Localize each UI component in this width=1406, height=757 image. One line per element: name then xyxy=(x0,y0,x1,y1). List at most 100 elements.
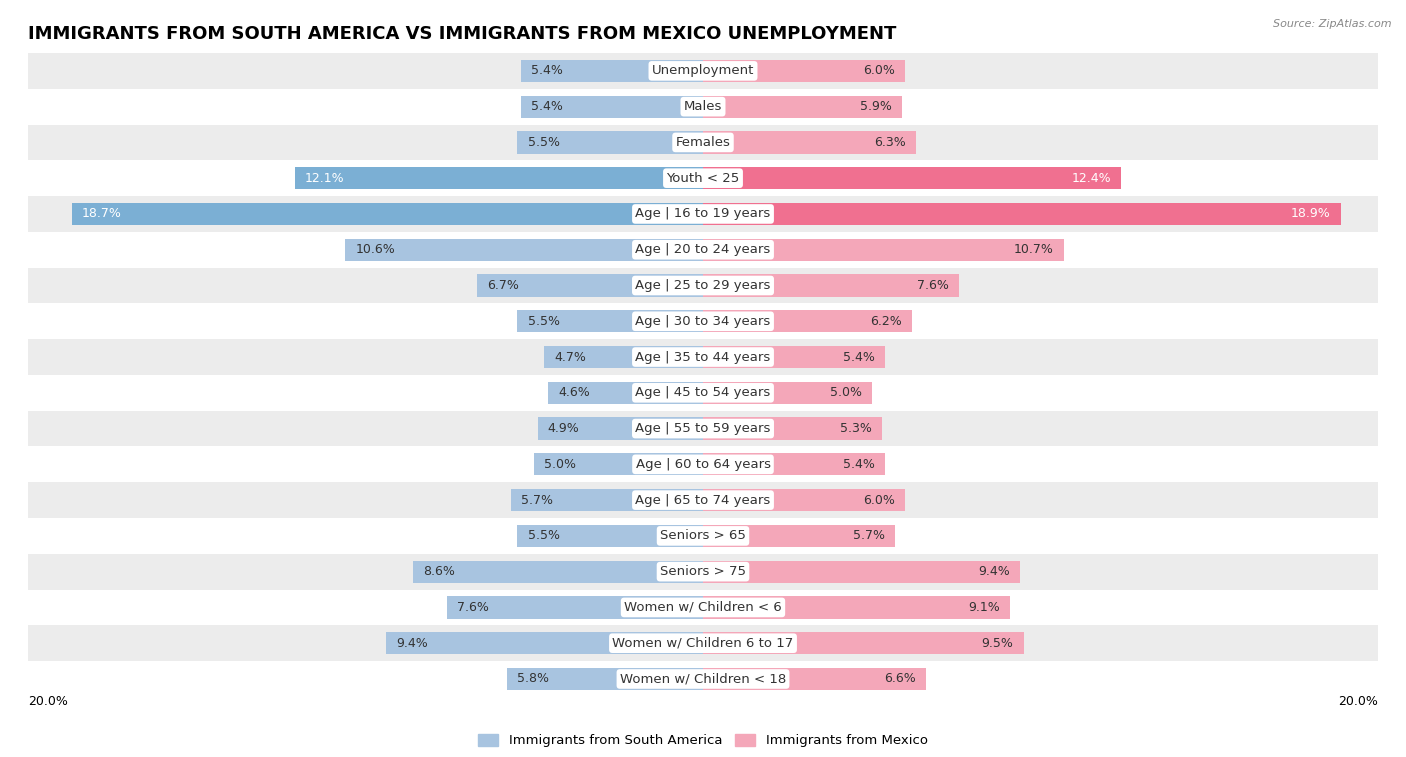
Bar xyxy=(703,382,872,404)
Bar xyxy=(28,125,1378,160)
Bar xyxy=(28,518,1378,554)
Bar xyxy=(28,304,1378,339)
Bar xyxy=(703,489,905,511)
Text: Age | 20 to 24 years: Age | 20 to 24 years xyxy=(636,243,770,256)
Bar xyxy=(510,489,703,511)
Text: 5.4%: 5.4% xyxy=(531,100,562,113)
Bar xyxy=(28,590,1378,625)
Text: 5.4%: 5.4% xyxy=(844,458,875,471)
Text: 9.4%: 9.4% xyxy=(979,565,1010,578)
Text: 7.6%: 7.6% xyxy=(918,279,949,292)
Bar xyxy=(28,89,1378,125)
Bar xyxy=(703,418,882,440)
Bar xyxy=(28,447,1378,482)
Text: 5.7%: 5.7% xyxy=(520,494,553,506)
Text: 6.3%: 6.3% xyxy=(873,136,905,149)
Bar xyxy=(703,525,896,547)
Bar xyxy=(703,60,905,82)
Text: Unemployment: Unemployment xyxy=(652,64,754,77)
Legend: Immigrants from South America, Immigrants from Mexico: Immigrants from South America, Immigrant… xyxy=(472,729,934,752)
Text: 4.6%: 4.6% xyxy=(558,386,589,399)
Text: 5.4%: 5.4% xyxy=(531,64,562,77)
Text: 6.0%: 6.0% xyxy=(863,494,896,506)
Text: 18.9%: 18.9% xyxy=(1291,207,1330,220)
Text: 5.7%: 5.7% xyxy=(853,529,886,542)
Text: Age | 55 to 59 years: Age | 55 to 59 years xyxy=(636,422,770,435)
Bar xyxy=(346,238,703,261)
Bar xyxy=(703,238,1064,261)
Bar xyxy=(477,274,703,297)
Bar xyxy=(28,375,1378,411)
Text: 18.7%: 18.7% xyxy=(82,207,122,220)
Bar xyxy=(28,411,1378,447)
Bar xyxy=(517,525,703,547)
Bar xyxy=(520,95,703,118)
Bar xyxy=(517,131,703,154)
Text: Age | 35 to 44 years: Age | 35 to 44 years xyxy=(636,350,770,363)
Text: 5.5%: 5.5% xyxy=(527,315,560,328)
Text: Males: Males xyxy=(683,100,723,113)
Bar xyxy=(703,668,925,690)
Text: 5.3%: 5.3% xyxy=(839,422,872,435)
Text: Age | 60 to 64 years: Age | 60 to 64 years xyxy=(636,458,770,471)
Text: 20.0%: 20.0% xyxy=(28,695,67,708)
Text: Women w/ Children < 18: Women w/ Children < 18 xyxy=(620,672,786,686)
Text: 5.8%: 5.8% xyxy=(517,672,550,686)
Text: 5.9%: 5.9% xyxy=(860,100,891,113)
Bar xyxy=(28,160,1378,196)
Text: 4.9%: 4.9% xyxy=(548,422,579,435)
Text: 6.2%: 6.2% xyxy=(870,315,903,328)
Text: Age | 25 to 29 years: Age | 25 to 29 years xyxy=(636,279,770,292)
Bar xyxy=(537,418,703,440)
Bar xyxy=(28,268,1378,304)
Bar xyxy=(413,561,703,583)
Bar xyxy=(703,561,1021,583)
Text: 5.0%: 5.0% xyxy=(830,386,862,399)
Text: Youth < 25: Youth < 25 xyxy=(666,172,740,185)
Bar xyxy=(28,482,1378,518)
Bar xyxy=(703,131,915,154)
Bar xyxy=(447,597,703,618)
Bar xyxy=(520,60,703,82)
Bar xyxy=(703,310,912,332)
Text: 12.4%: 12.4% xyxy=(1071,172,1111,185)
Text: Age | 45 to 54 years: Age | 45 to 54 years xyxy=(636,386,770,399)
Text: Seniors > 65: Seniors > 65 xyxy=(659,529,747,542)
Bar xyxy=(534,453,703,475)
Bar xyxy=(28,661,1378,697)
Text: 9.5%: 9.5% xyxy=(981,637,1014,650)
Text: Women w/ Children 6 to 17: Women w/ Children 6 to 17 xyxy=(613,637,793,650)
Text: Age | 16 to 19 years: Age | 16 to 19 years xyxy=(636,207,770,220)
Bar xyxy=(703,274,959,297)
Text: 10.6%: 10.6% xyxy=(356,243,395,256)
Bar xyxy=(28,339,1378,375)
Bar xyxy=(517,310,703,332)
Text: 5.0%: 5.0% xyxy=(544,458,576,471)
Bar xyxy=(28,232,1378,268)
Text: Women w/ Children < 6: Women w/ Children < 6 xyxy=(624,601,782,614)
Text: 6.6%: 6.6% xyxy=(884,672,915,686)
Text: 8.6%: 8.6% xyxy=(423,565,454,578)
Bar xyxy=(72,203,703,225)
Bar xyxy=(28,554,1378,590)
Text: IMMIGRANTS FROM SOUTH AMERICA VS IMMIGRANTS FROM MEXICO UNEMPLOYMENT: IMMIGRANTS FROM SOUTH AMERICA VS IMMIGRA… xyxy=(28,25,897,43)
Bar xyxy=(385,632,703,654)
Text: 20.0%: 20.0% xyxy=(1339,695,1378,708)
Bar xyxy=(703,167,1122,189)
Text: Source: ZipAtlas.com: Source: ZipAtlas.com xyxy=(1274,19,1392,29)
Text: 5.5%: 5.5% xyxy=(527,136,560,149)
Bar xyxy=(703,453,886,475)
Bar xyxy=(28,196,1378,232)
Text: Seniors > 75: Seniors > 75 xyxy=(659,565,747,578)
Text: 4.7%: 4.7% xyxy=(554,350,586,363)
Bar xyxy=(295,167,703,189)
Text: 9.1%: 9.1% xyxy=(969,601,1000,614)
Text: Age | 65 to 74 years: Age | 65 to 74 years xyxy=(636,494,770,506)
Bar xyxy=(703,203,1341,225)
Bar xyxy=(703,95,903,118)
Bar xyxy=(28,53,1378,89)
Text: 10.7%: 10.7% xyxy=(1014,243,1054,256)
Bar xyxy=(508,668,703,690)
Text: 7.6%: 7.6% xyxy=(457,601,488,614)
Bar xyxy=(548,382,703,404)
